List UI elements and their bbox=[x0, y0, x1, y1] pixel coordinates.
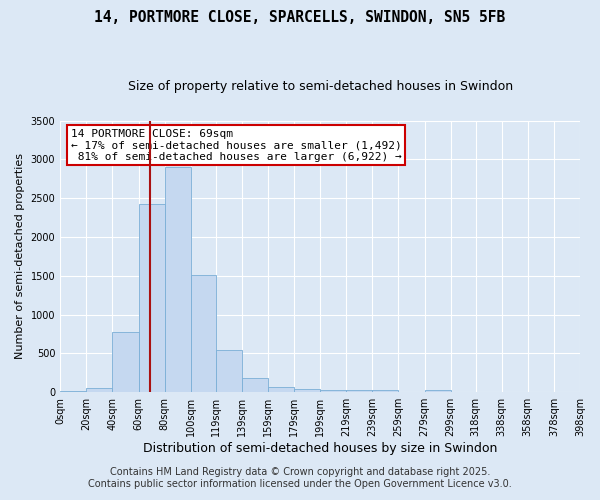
Text: 14 PORTMORE CLOSE: 69sqm
← 17% of semi-detached houses are smaller (1,492)
 81% : 14 PORTMORE CLOSE: 69sqm ← 17% of semi-d… bbox=[71, 128, 401, 162]
Bar bbox=[294, 390, 320, 392]
Bar bbox=[346, 390, 373, 392]
Bar bbox=[242, 378, 268, 392]
Bar bbox=[164, 167, 191, 392]
Bar bbox=[215, 350, 242, 392]
Title: Size of property relative to semi-detached houses in Swindon: Size of property relative to semi-detach… bbox=[128, 80, 512, 93]
Bar bbox=[139, 204, 164, 392]
Y-axis label: Number of semi-detached properties: Number of semi-detached properties bbox=[15, 154, 25, 360]
Bar bbox=[60, 390, 86, 392]
Bar bbox=[268, 387, 294, 392]
Bar bbox=[86, 388, 112, 392]
X-axis label: Distribution of semi-detached houses by size in Swindon: Distribution of semi-detached houses by … bbox=[143, 442, 497, 455]
Bar bbox=[112, 332, 139, 392]
Bar bbox=[425, 390, 451, 392]
Text: 14, PORTMORE CLOSE, SPARCELLS, SWINDON, SN5 5FB: 14, PORTMORE CLOSE, SPARCELLS, SWINDON, … bbox=[94, 10, 506, 25]
Bar bbox=[320, 390, 346, 392]
Bar bbox=[373, 390, 398, 392]
Text: Contains HM Land Registry data © Crown copyright and database right 2025.
Contai: Contains HM Land Registry data © Crown c… bbox=[88, 468, 512, 489]
Bar bbox=[191, 275, 215, 392]
